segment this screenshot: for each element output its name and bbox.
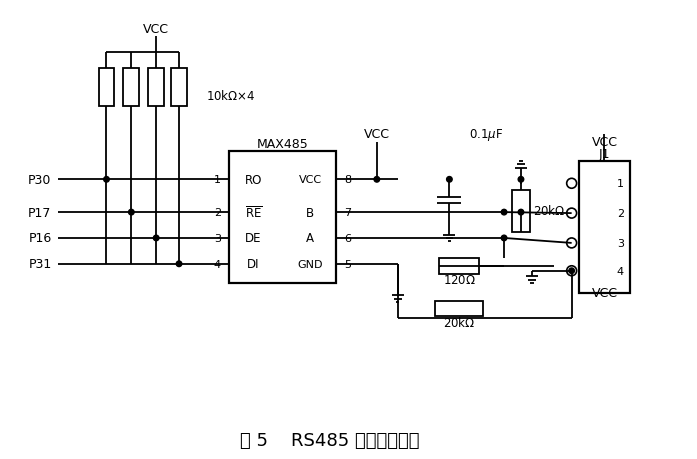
Circle shape — [447, 177, 452, 183]
Text: DE: DE — [245, 232, 262, 245]
Text: VCC: VCC — [299, 175, 322, 185]
Text: DI: DI — [247, 257, 260, 271]
Circle shape — [374, 177, 380, 183]
Bar — [512, 191, 530, 232]
Circle shape — [104, 177, 109, 183]
Text: 7: 7 — [344, 207, 351, 218]
Text: 图 5    RS485 总线接口电路: 图 5 RS485 总线接口电路 — [240, 431, 420, 449]
Text: B: B — [306, 206, 314, 219]
Circle shape — [176, 262, 182, 267]
Circle shape — [569, 269, 574, 274]
Text: 5: 5 — [344, 259, 351, 269]
Text: 120$\Omega$: 120$\Omega$ — [443, 274, 476, 286]
Circle shape — [518, 177, 523, 183]
Circle shape — [501, 235, 507, 241]
Text: 4: 4 — [214, 259, 221, 269]
Text: 1: 1 — [214, 175, 221, 185]
Circle shape — [153, 235, 159, 241]
Bar — [229, 152, 336, 283]
Text: GND: GND — [298, 259, 323, 269]
Bar — [123, 69, 139, 106]
Text: RO: RO — [245, 174, 262, 186]
Text: VCC: VCC — [592, 136, 618, 149]
Text: 8: 8 — [344, 175, 351, 185]
Text: 20k$\Omega$: 20k$\Omega$ — [533, 204, 565, 218]
Bar — [439, 258, 480, 274]
Text: 2: 2 — [617, 209, 624, 218]
Text: P31: P31 — [29, 257, 52, 271]
Text: VCC: VCC — [592, 286, 618, 299]
Text: 20k$\Omega$: 20k$\Omega$ — [443, 316, 475, 330]
Text: VCC: VCC — [143, 22, 169, 36]
Text: 3: 3 — [214, 234, 221, 243]
Text: VCC: VCC — [364, 128, 390, 141]
Text: 2: 2 — [214, 207, 221, 218]
Text: P17: P17 — [28, 206, 52, 219]
Text: 6: 6 — [344, 234, 351, 243]
Circle shape — [518, 210, 523, 215]
Text: A: A — [306, 232, 314, 245]
Text: 3: 3 — [617, 238, 624, 248]
Text: 1: 1 — [617, 179, 624, 189]
Text: P16: P16 — [29, 232, 52, 245]
Circle shape — [501, 210, 507, 215]
Text: J1: J1 — [599, 148, 610, 161]
Text: 10k$\Omega$$\times$4: 10k$\Omega$$\times$4 — [206, 89, 255, 103]
Bar — [436, 301, 483, 317]
Circle shape — [128, 210, 134, 215]
Text: 4: 4 — [617, 266, 624, 276]
Text: P30: P30 — [28, 174, 52, 186]
Bar — [579, 162, 630, 293]
Bar — [148, 69, 164, 106]
Bar — [98, 69, 114, 106]
Text: $\overline{\rm RE}$: $\overline{\rm RE}$ — [245, 205, 262, 220]
Bar — [171, 69, 187, 106]
Text: MAX485: MAX485 — [256, 138, 308, 151]
Text: 0.1$\mu$F: 0.1$\mu$F — [469, 126, 503, 142]
